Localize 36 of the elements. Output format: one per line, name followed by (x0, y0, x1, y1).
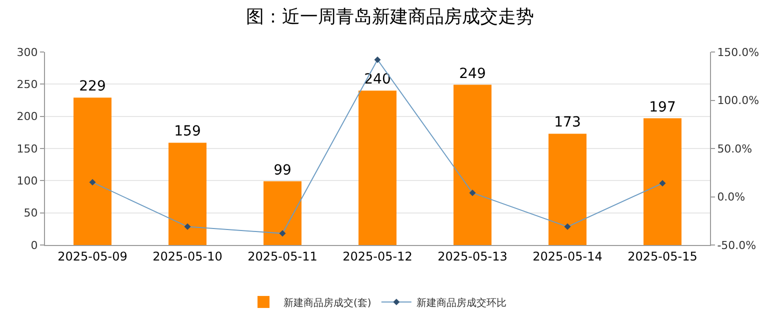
bar (644, 118, 682, 245)
y-tick-label: 50 (24, 206, 38, 220)
y-tick-label: 0 (30, 238, 38, 252)
data-label: 197 (649, 99, 676, 116)
x-tick-label: 2025-05-11 (248, 249, 318, 264)
y2-tick-label: -50.0% (717, 238, 756, 252)
x-tick-label: 2025-05-10 (152, 249, 222, 264)
data-label: 173 (554, 114, 581, 131)
y2-tick-label: 150.0% (717, 46, 760, 59)
bar (264, 181, 302, 245)
y2-tick-label: 50.0% (717, 142, 752, 156)
data-label: 249 (459, 66, 486, 82)
x-tick-label: 2025-05-09 (58, 249, 128, 264)
chart-title: 图：近一周青岛新建商品房成交走势 (246, 6, 534, 28)
bar (454, 84, 492, 245)
y-tick-label: 150 (16, 142, 38, 156)
bar (358, 90, 396, 245)
y2-tick-label: 100.0% (717, 94, 760, 108)
y-tick-label: 300 (16, 46, 38, 59)
bar (548, 134, 586, 245)
bar (168, 142, 206, 245)
legend-label: 新建商品房成交环比 (416, 296, 506, 309)
y-tick-label: 200 (16, 110, 38, 124)
x-tick-label: 2025-05-15 (628, 249, 698, 264)
data-label: 99 (274, 162, 292, 178)
y-tick-label: 100 (16, 174, 38, 188)
y2-tick-label: 0.0% (717, 190, 746, 204)
data-label: 229 (79, 78, 106, 95)
data-label: 159 (174, 124, 201, 140)
x-tick-label: 2025-05-14 (532, 249, 602, 264)
bar (74, 98, 112, 245)
data-label: 240 (364, 72, 391, 88)
y-tick-label: 250 (16, 78, 38, 92)
legend-label: 新建商品房成交(套) (284, 296, 372, 309)
x-tick-label: 2025-05-12 (342, 249, 412, 264)
x-tick-label: 2025-05-13 (438, 249, 508, 264)
